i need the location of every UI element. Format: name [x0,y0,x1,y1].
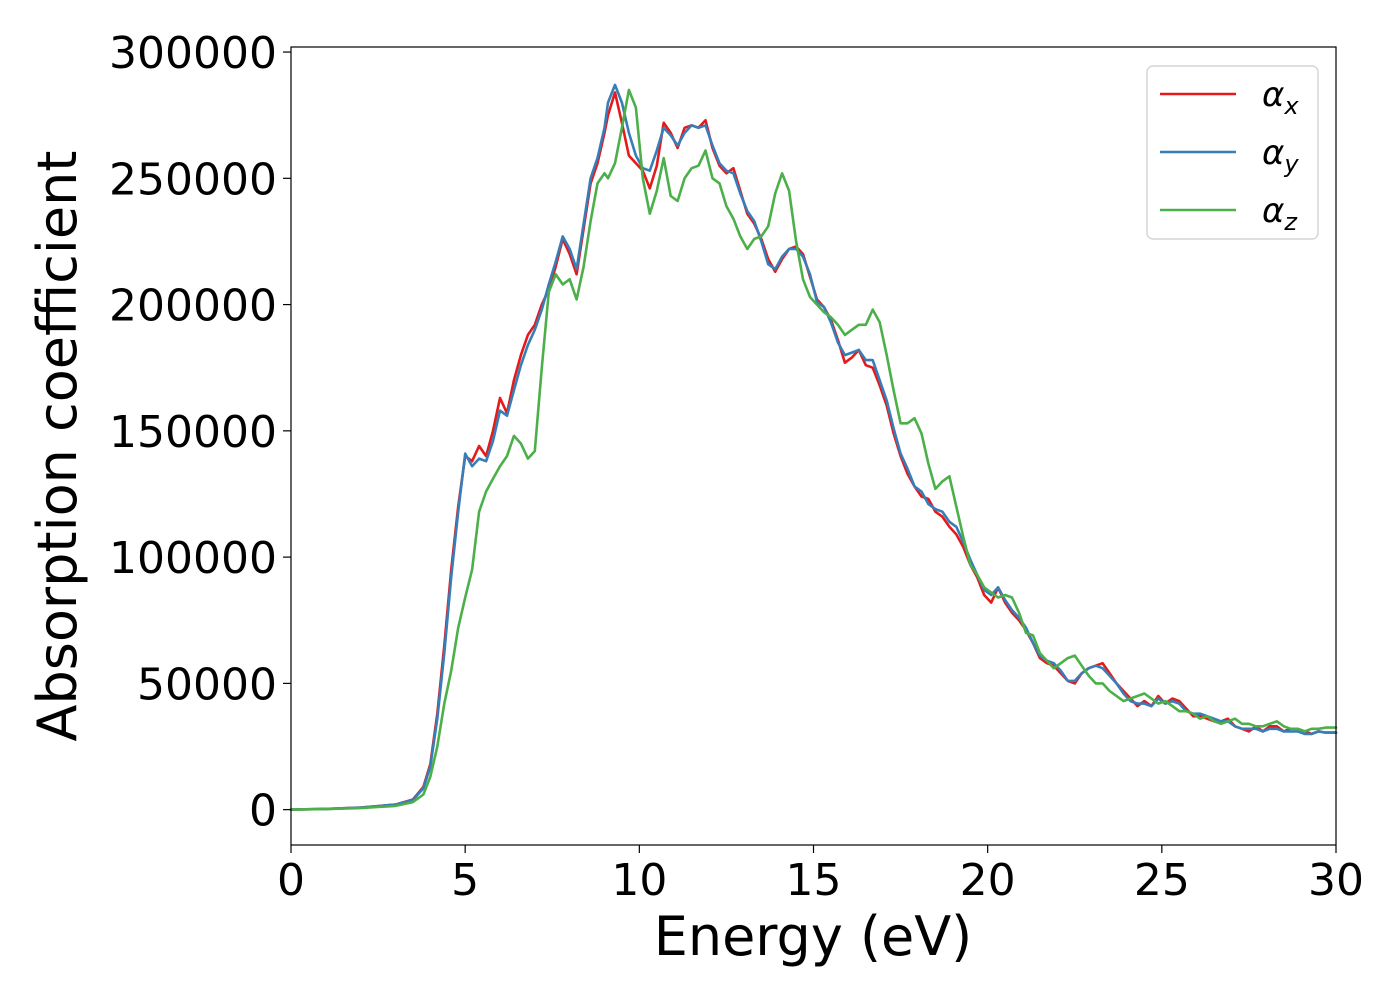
x-tick-label: 30 [1308,855,1364,906]
legend-label-y: αy [1262,133,1299,178]
x-tick-label: 15 [786,855,842,906]
legend-label-z: αz [1262,191,1298,236]
legend-subscript: z [1283,208,1298,236]
legend-subscript: y [1283,150,1299,178]
legend-subscript: x [1283,92,1299,120]
y-tick-label: 250000 [109,154,277,205]
y-tick-label: 100000 [109,533,277,584]
x-tick-label: 5 [451,855,479,906]
x-tick-label: 10 [611,855,667,906]
legend-label-x: αx [1262,75,1299,120]
x-tick-label: 25 [1134,855,1190,906]
series-layer [289,83,1338,811]
y-tick-label: 200000 [109,281,277,332]
x-axis-title: Energy (eV) [654,905,973,968]
x-tick-label: 0 [277,855,305,906]
x-tick-label: 20 [960,855,1016,906]
legend-symbol: α [1262,191,1284,231]
series-line-y [289,83,1338,811]
y-tick-label: 50000 [137,659,277,710]
y-tick-label: 0 [249,786,277,837]
legend-symbol: α [1262,133,1284,173]
y-axis-title: Absorption coefficient [26,151,89,742]
series-line-z [289,88,1338,811]
y-axis: 0 50000 100000 150000 200000 250000 300000 [109,28,291,837]
legend-symbol: α [1262,75,1284,115]
y-tick-label: 150000 [109,407,277,458]
x-axis: 0 5 10 15 20 25 30 [277,845,1364,906]
y-tick-label: 300000 [109,28,277,79]
